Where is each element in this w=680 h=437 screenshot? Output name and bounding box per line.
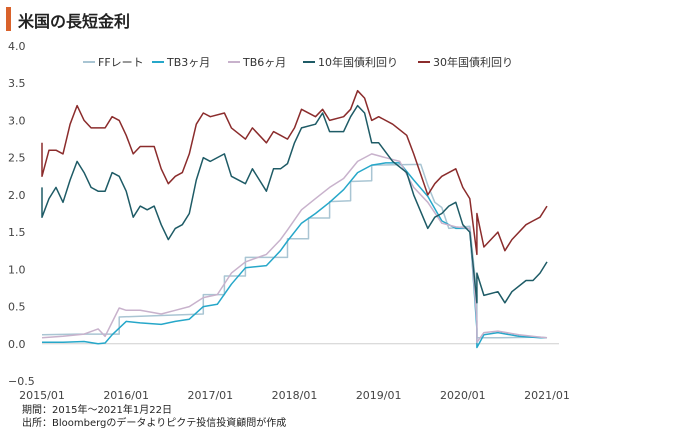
y-tick-label: 2.5	[8, 152, 26, 165]
y-tick-label: 2.0	[8, 189, 26, 202]
chart-title: 米国の長短金利	[18, 12, 131, 31]
y-tick-label: 3.0	[8, 114, 26, 127]
series-line	[41, 89, 548, 256]
x-tick-label: 2019/01	[356, 389, 402, 402]
y-tick-label: 1.0	[8, 263, 26, 276]
legend-label: FFレート	[98, 56, 144, 69]
series-line	[41, 104, 548, 304]
y-tick-label: −0.5	[8, 375, 35, 388]
y-tick-label: 0.0	[8, 338, 26, 351]
legend-label: 30年国債利回り	[433, 55, 513, 69]
chart-notes: 期間：2015年～2021年1月22日 出所：Bloombergのデータよりピク…	[22, 404, 286, 430]
y-tick-label: 0.5	[8, 301, 26, 314]
x-tick-label: 2018/01	[272, 389, 318, 402]
legend-label: TB6ヶ月	[242, 56, 286, 69]
x-tick-label: 2020/01	[440, 389, 486, 402]
period-note: 期間：2015年～2021年1月22日	[22, 405, 172, 416]
y-tick-label: 3.5	[8, 77, 26, 90]
source-note: 出所：Bloombergのデータよりピクテ投信投資顧問が作成	[22, 418, 287, 429]
series-line	[41, 163, 548, 339]
x-tick-label: 2016/01	[103, 389, 149, 402]
x-tick-label: 2021/01	[524, 389, 570, 402]
x-tick-label: 2015/01	[19, 389, 65, 402]
legend-label: 10年国債利回り	[318, 55, 398, 69]
x-tick-label: 2017/01	[187, 389, 233, 402]
y-tick-label: 1.5	[8, 226, 26, 239]
series-line	[41, 153, 548, 344]
title-accent-bar	[6, 7, 11, 31]
legend-label: TB3ヶ月	[166, 56, 210, 69]
y-tick-label: 4.0	[8, 40, 26, 53]
